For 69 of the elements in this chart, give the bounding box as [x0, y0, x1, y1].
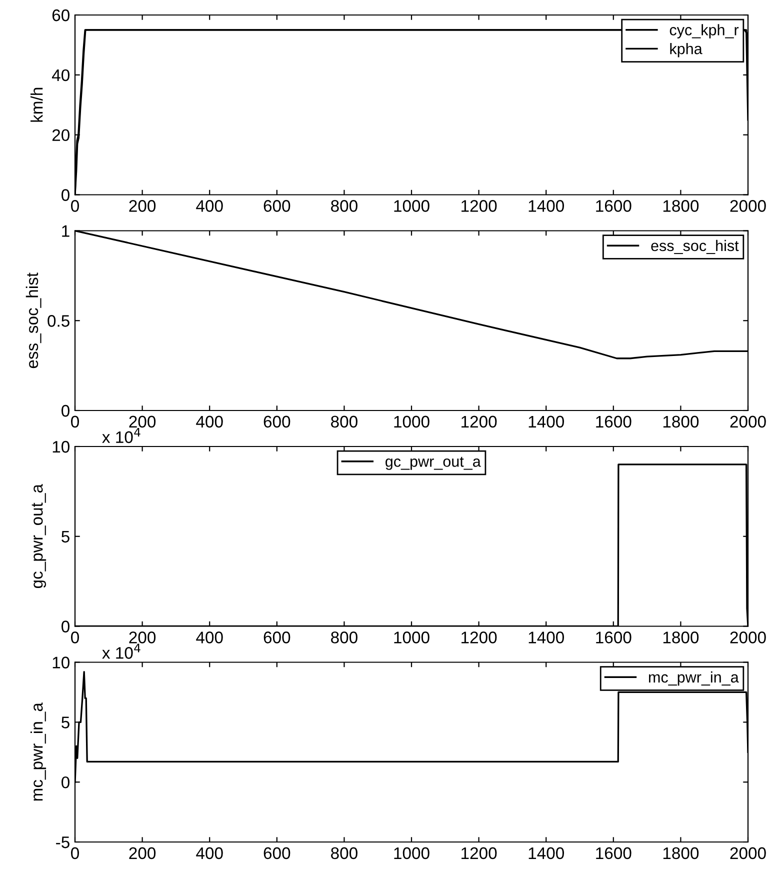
x-tick-label: 1400 [528, 416, 564, 428]
legend-label: gc_pwr_out_a [386, 456, 481, 470]
legend-label: mc_pwr_in_a [648, 671, 739, 686]
text: x 10$^{4}$ [102, 428, 140, 444]
x-tick-label: 0 [71, 416, 79, 428]
x-tick-label: 1000 [394, 847, 430, 860]
x-tick-label: 0 [71, 200, 79, 212]
x-tick-label: 600 [264, 632, 290, 644]
y-tick-label: 5 [62, 530, 70, 543]
x-tick-label: 2000 [730, 200, 766, 212]
x-tick-label: 400 [196, 416, 223, 428]
x-tick-label: 400 [196, 847, 223, 860]
x-tick-label: 800 [331, 416, 358, 428]
x-tick-label: 800 [331, 200, 358, 212]
x-tick-label: 1400 [528, 200, 564, 212]
y-tick-label: 40 [52, 69, 70, 82]
x-tick-label: 1200 [462, 847, 497, 860]
y-tick-label: 20 [52, 129, 70, 142]
x-tick-label: 1600 [596, 416, 632, 428]
x-tick-label: 200 [129, 847, 156, 860]
x-tick-label: 600 [264, 416, 290, 428]
y-axis-title: ess_soc_hist [26, 272, 42, 368]
legend-label: ess_soc_hist [651, 240, 739, 254]
x-tick-label: 2000 [730, 632, 766, 644]
x-tick-label: 2000 [730, 416, 766, 428]
x-tick-label: 1400 [528, 847, 564, 860]
x-tick-label: 200 [129, 200, 156, 212]
y-tick-label: 10 [52, 656, 70, 668]
y-tick-label: 5 [62, 716, 70, 728]
y-tick-label: 0 [62, 620, 70, 632]
y-tick-label: -5 [56, 836, 70, 848]
x-tick-label: 1200 [462, 632, 497, 644]
x-tick-label: 1200 [462, 416, 497, 428]
x-tick-label: 400 [196, 632, 223, 644]
y-tick-label: 0.5 [48, 315, 70, 327]
y-tick-label: 0 [62, 404, 70, 417]
y-tick-label: 10 [52, 440, 70, 453]
x-tick-label: 1600 [596, 632, 632, 644]
x-tick-label: 1000 [394, 416, 430, 428]
x-tick-label: 200 [129, 632, 156, 644]
x-tick-label: 0 [71, 847, 79, 860]
x-tick-label: 800 [331, 847, 358, 860]
legend-label: kpha [670, 42, 702, 58]
x-tick-label: 1000 [394, 200, 430, 212]
y-tick-label: 60 [52, 9, 70, 22]
x-tick-label: 1600 [596, 200, 632, 212]
x-tick-label: 1000 [394, 632, 430, 644]
text: x 10$^{4}$ [102, 644, 140, 659]
x-tick-label: 800 [331, 632, 358, 644]
legend-label: cyc_kph_r [670, 24, 739, 38]
x-tick-label: 1800 [663, 632, 699, 644]
y-axis-title: gc_pwr_out_a [32, 484, 46, 588]
x-tick-label: 1800 [663, 416, 699, 428]
y-tick-label: 1 [62, 225, 70, 237]
x-tick-label: 0 [71, 632, 79, 644]
y-axis-title: km/h [30, 88, 43, 122]
x-tick-label: 2000 [730, 847, 766, 860]
y-tick-label: 0 [62, 189, 70, 201]
x-tick-label: 1800 [663, 200, 699, 212]
x-tick-label: 600 [264, 847, 290, 860]
x-tick-label: 1800 [663, 847, 699, 860]
y-tick-label: 0 [62, 776, 70, 788]
x-tick-label: 1600 [596, 847, 632, 860]
x-tick-label: 600 [264, 200, 290, 212]
x-tick-label: 200 [129, 416, 156, 428]
x-tick-label: 400 [196, 200, 223, 212]
x-tick-label: 1200 [462, 200, 497, 212]
y-axis-title: mc_pwr_in_a [30, 702, 46, 801]
x-tick-label: 1400 [528, 632, 564, 644]
